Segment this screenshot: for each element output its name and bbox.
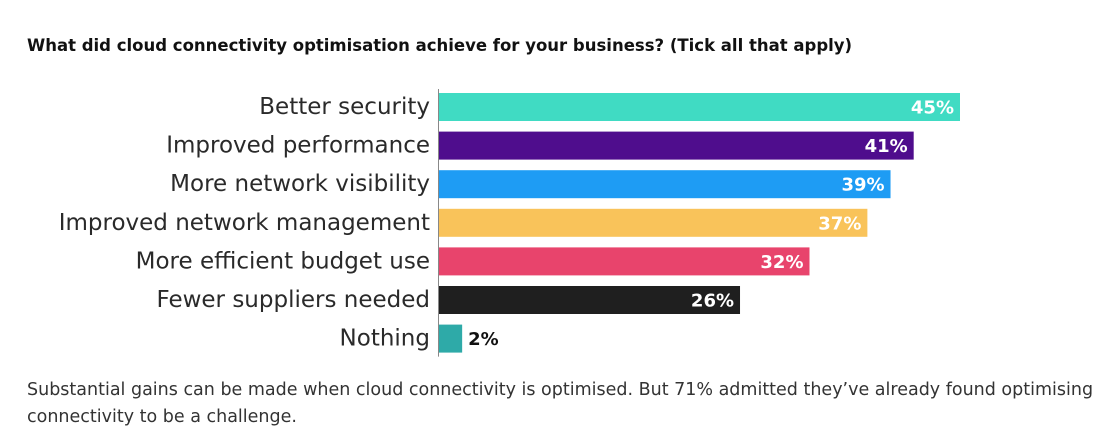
category-label: More network visibility — [170, 171, 430, 197]
value-label: 2% — [468, 329, 499, 350]
bar-improved-performance — [439, 131, 914, 160]
bar-improved-network-management — [439, 208, 868, 237]
category-label: Improved network management — [59, 210, 430, 236]
bar-nothing — [439, 324, 463, 353]
value-label: 45% — [911, 98, 954, 119]
category-label: More efficient budget use — [136, 248, 430, 274]
bar-fewer-suppliers-needed — [439, 286, 741, 314]
value-label: 26% — [691, 291, 734, 312]
category-label: Nothing — [340, 326, 430, 352]
bar-more-network-visibility — [439, 170, 891, 199]
category-label: Fewer suppliers needed — [156, 287, 430, 313]
value-label: 32% — [760, 252, 803, 273]
category-label: Better security — [259, 94, 430, 120]
value-label: 37% — [818, 213, 861, 234]
bar-better-security — [439, 93, 960, 121]
bars-layer: Better security 45% Improved performance 41… — [59, 93, 960, 353]
category-label: Improved performance — [166, 133, 430, 159]
chart-caption: Substantial gains can be made when cloud… — [27, 380, 1094, 427]
bar-chart: Better security 45% Improved performance 41… — [59, 89, 960, 357]
bar-more-efficient-budget-use — [439, 247, 810, 276]
value-label: 39% — [841, 175, 884, 196]
chart-title: What did cloud connectivity optimisation… — [27, 36, 853, 55]
value-label: 41% — [865, 136, 908, 157]
